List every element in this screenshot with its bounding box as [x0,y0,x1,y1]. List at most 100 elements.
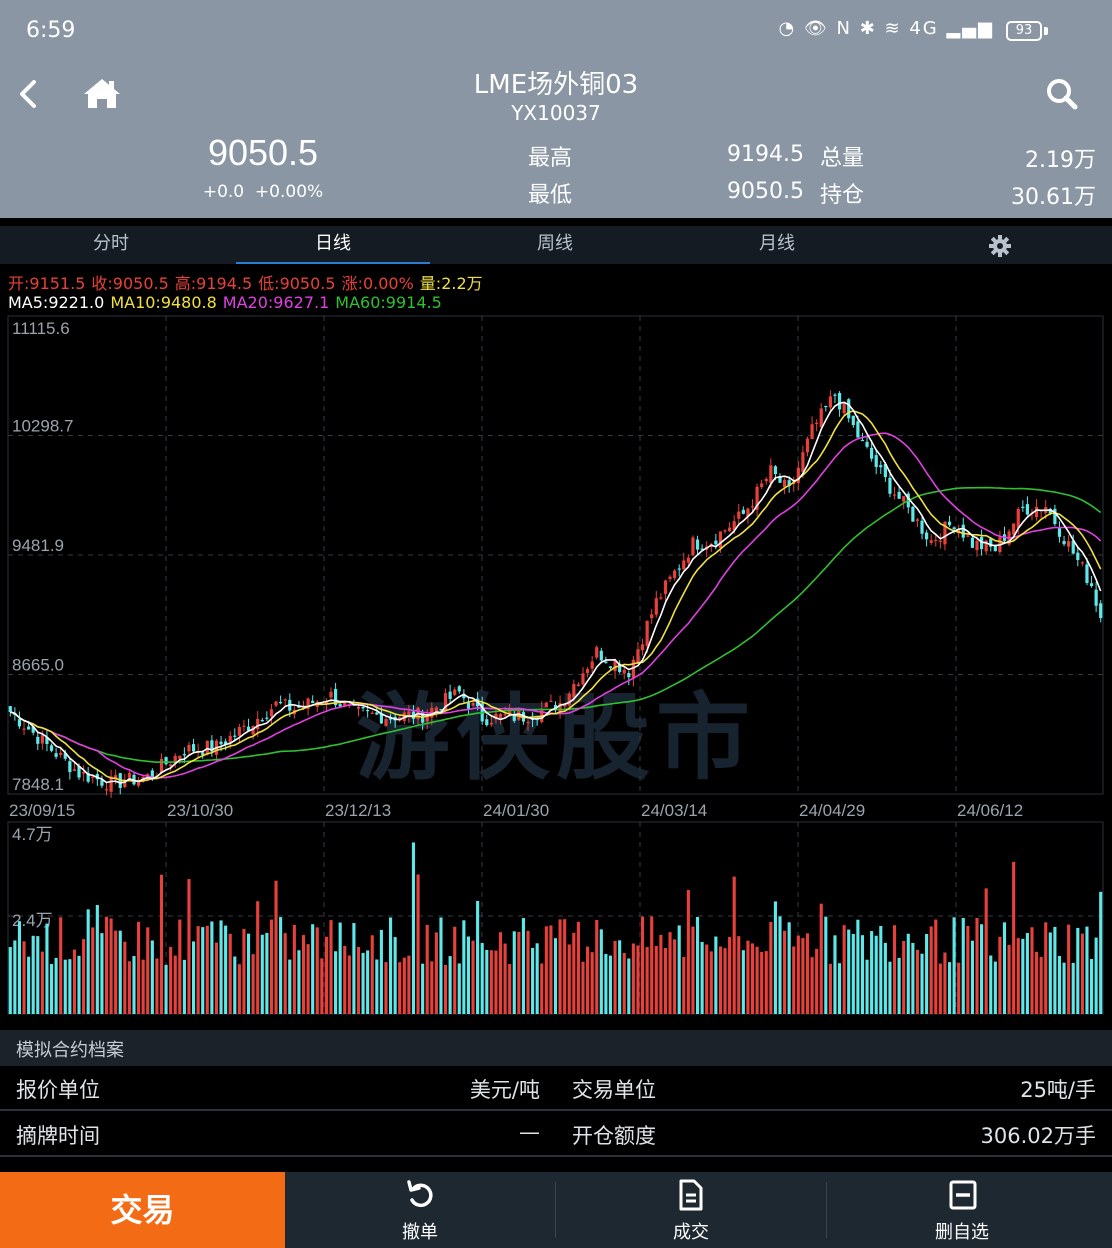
info-row: 报价单位 美元/吨 交易单位 25吨/手 [0,1066,1112,1111]
volume-bar [966,926,970,1014]
volume-bar [581,961,585,1014]
candle-body [269,709,274,717]
volume-bar [329,920,333,1014]
tab-weekly[interactable]: 周线 [537,233,573,254]
home-button[interactable] [80,74,124,114]
candle-body [558,703,562,713]
candle-body [673,570,677,578]
volume-bar [677,925,681,1014]
volume-bar [201,927,205,1014]
volume-bar [421,963,425,1014]
volume-bar [361,952,365,1014]
status-bar: 6:59 ◔ 👁 N ✱ ≋ 4G ▂▄▆ 93 [0,0,1112,62]
volume-bar [334,951,338,1014]
volume-bar [320,958,324,1014]
volume-bar [503,943,507,1014]
candle-body [847,399,851,419]
candle-body [755,486,759,510]
volume-bar [494,950,498,1014]
remove-favorite-button[interactable]: 删自选 [827,1172,1097,1248]
deals-button[interactable]: 成交 [556,1172,826,1248]
contract-code: YX10037 [511,101,601,125]
candle-body [1057,528,1062,537]
volume-bar [892,925,897,1014]
candle-body [22,728,26,730]
volume-bar [338,922,342,1014]
volume-bar [476,900,480,1014]
candle-body [54,753,58,757]
quote-unit-label: 报价单位 [16,1078,100,1102]
volume-bar [132,956,136,1014]
back-button[interactable] [12,74,48,114]
tab-daily[interactable]: 日线 [315,233,351,254]
volume-bar [453,926,457,1014]
volume-bar [95,904,99,1014]
candle-body [934,539,938,542]
candle-body [654,598,658,615]
candle-body [581,673,585,685]
candle-body [810,424,814,440]
volume-bar [700,941,704,1014]
volume-bar [384,962,388,1014]
candle-body [746,508,750,517]
candle-body [883,463,887,478]
volume-bar [411,842,416,1014]
candle-body [975,540,979,551]
volume-bar [828,963,832,1014]
candle-body [81,771,86,774]
volume-bar [792,946,796,1014]
volume-bar [947,962,952,1014]
volume-bar [778,916,782,1014]
candle-body [343,701,347,707]
volume-bar [1039,956,1043,1014]
trade-button[interactable]: 交易 [0,1172,285,1248]
chart-settings-button[interactable] [988,234,1012,258]
candle-body [489,722,493,725]
volume-bar [980,924,984,1014]
bottom-action-bar: 交易 撤单 成交 删自选 [0,1172,1112,1248]
volume-bar [242,928,246,1014]
volume-bar [723,948,727,1014]
volume-bar [613,940,617,1014]
volume-bar [1030,927,1034,1014]
candle-body [984,540,988,552]
candle-body [457,686,461,692]
volume-bar [114,930,118,1014]
candle-body [663,580,668,594]
volume-bar [929,926,933,1014]
candle-body [260,720,264,722]
volume-bar [288,959,292,1014]
cancel-order-button[interactable]: 撤单 [285,1172,555,1248]
ohlc-readout: 开:9151.5 收:9050.5 高:9194.5 低:9050.5 涨:0.00% 量… [8,270,489,294]
volume-bar [686,889,690,1014]
tab-intraday[interactable]: 分时 [93,233,129,254]
candle-body [274,701,278,706]
volume-bar [228,933,232,1014]
search-button[interactable] [1040,74,1084,114]
candle-body [210,740,214,752]
candle-body [306,698,310,709]
candle-body [1076,552,1080,560]
volume-bar [925,933,929,1014]
candle-body [251,725,255,735]
volume-bar [279,917,283,1014]
volume-bar [718,946,722,1014]
volume-bar [159,874,164,1014]
kline-chart[interactable]: 游侠股市 11115.6 10298.7 9481.9 8665.0 7848.1 23/… [0,264,1112,1030]
volume-bar [434,932,438,1014]
volume-readout: 量:2.2万 [419,274,483,293]
volume-bar [480,943,484,1014]
candle-body [595,647,599,658]
candle-body [741,509,745,514]
candle-body [590,661,594,669]
tab-monthly[interactable]: 月线 [759,233,795,254]
volume-bar [237,964,241,1014]
candle-body [929,540,933,543]
volume-bar [315,927,319,1014]
volume-bar [970,940,974,1014]
candle-body [91,776,95,778]
candle-body [627,673,631,678]
volume-bar [943,952,947,1014]
volume-bar [1099,891,1103,1014]
candle-body [952,527,956,530]
